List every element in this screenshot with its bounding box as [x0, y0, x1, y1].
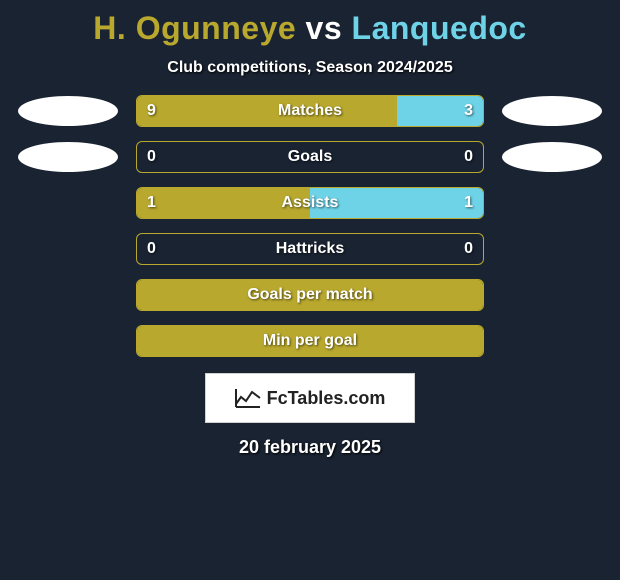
stat-row: Goals per match [0, 279, 620, 311]
stat-bar: 93Matches [136, 95, 484, 127]
stat-bar: 00Hattricks [136, 233, 484, 265]
stat-bar: Goals per match [136, 279, 484, 311]
stat-bar: 00Goals [136, 141, 484, 173]
stat-row: 00Goals [0, 141, 620, 173]
fctables-logo[interactable]: FcTables.com [205, 373, 415, 423]
page-title: H. Ogunneye vs Lanquedoc [93, 10, 526, 47]
player1-portrait-placeholder [18, 142, 118, 172]
stat-label: Goals per match [137, 280, 483, 310]
spacer [502, 188, 602, 218]
chart-icon [235, 388, 261, 408]
player1-name: H. Ogunneye [93, 10, 296, 46]
spacer [502, 326, 602, 356]
stat-row: 93Matches [0, 95, 620, 127]
stat-bar: Min per goal [136, 325, 484, 357]
player2-portrait-placeholder [502, 142, 602, 172]
spacer [18, 188, 118, 218]
stat-label: Matches [137, 96, 483, 126]
player1-portrait-placeholder [18, 96, 118, 126]
spacer [502, 280, 602, 310]
stat-label: Min per goal [137, 326, 483, 356]
spacer [18, 234, 118, 264]
player2-name: Lanquedoc [352, 10, 527, 46]
stat-row: Min per goal [0, 325, 620, 357]
stat-label: Assists [137, 188, 483, 218]
stat-rows: 93Matches 00Goals 11Assists 00Hattricks Goal… [0, 95, 620, 357]
player2-portrait-placeholder [502, 96, 602, 126]
vs-label: vs [306, 10, 343, 46]
stat-label: Hattricks [137, 234, 483, 264]
stat-label: Goals [137, 142, 483, 172]
subtitle: Club competitions, Season 2024/2025 [167, 59, 452, 77]
stat-row: 11Assists [0, 187, 620, 219]
logo-text: FcTables.com [267, 388, 386, 409]
comparison-widget: H. Ogunneye vs Lanquedoc Club competitio… [0, 0, 620, 468]
spacer [502, 234, 602, 264]
stat-bar: 11Assists [136, 187, 484, 219]
spacer [18, 326, 118, 356]
stat-row: 00Hattricks [0, 233, 620, 265]
date-label: 20 february 2025 [239, 437, 381, 458]
spacer [18, 280, 118, 310]
